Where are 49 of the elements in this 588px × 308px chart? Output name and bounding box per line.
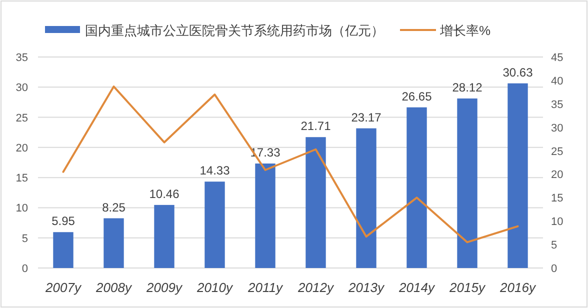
y-tick-label: 0 <box>22 263 28 275</box>
x-tick-label: 2009y <box>146 280 184 295</box>
bar <box>406 107 427 268</box>
bar <box>154 204 174 268</box>
y-tick-label: 20 <box>16 142 28 154</box>
bar <box>204 182 225 268</box>
data-label: 26.65 <box>402 89 432 104</box>
y2-tick-label: 25 <box>551 146 564 158</box>
bar <box>508 83 528 268</box>
y2-tick-label: 15 <box>551 192 564 205</box>
y-tick-label: 30 <box>16 82 28 94</box>
y2-tick-label: 5 <box>551 240 558 252</box>
data-label: 28.12 <box>452 80 483 94</box>
bar <box>53 232 74 268</box>
x-tick-label: 2012y <box>297 280 335 295</box>
bar <box>356 128 376 268</box>
y2-tick-label: 20 <box>551 169 564 182</box>
legend-label: 增长率% <box>439 23 491 38</box>
data-label: 21.71 <box>300 119 332 134</box>
y2-tick-label: 0 <box>551 263 558 275</box>
bar <box>104 218 124 268</box>
y-tick-label: 25 <box>16 112 28 124</box>
data-label: 23.17 <box>351 110 382 124</box>
bar <box>457 98 478 268</box>
legend-label: 国内重点城市公立医院骨关节系统用药市场（亿元） <box>85 23 384 38</box>
x-tick-label: 2013y <box>348 280 386 295</box>
x-tick-label: 2010y <box>196 280 234 295</box>
y2-tick-label: 35 <box>551 98 564 111</box>
data-label: 10.46 <box>149 186 180 201</box>
x-tick-label: 2014y <box>398 280 436 295</box>
x-tick-label: 2007y <box>44 280 82 295</box>
bar <box>306 137 326 268</box>
y-tick-label: 15 <box>16 172 28 185</box>
y2-tick-label: 10 <box>551 216 564 228</box>
y2-tick-label: 30 <box>551 122 564 134</box>
data-label: 30.63 <box>502 65 534 80</box>
y-tick-label: 5 <box>22 232 28 245</box>
y-tick-label: 10 <box>16 202 28 215</box>
y2-tick-label: 45 <box>551 52 564 64</box>
y-tick-label: 35 <box>16 52 28 64</box>
bar <box>255 164 276 268</box>
x-tick-label: 2016y <box>499 280 537 295</box>
data-label: 8.25 <box>102 200 126 214</box>
x-tick-label: 2008y <box>95 280 133 295</box>
data-label: 5.95 <box>52 214 76 228</box>
x-tick-label: 2011y <box>247 280 284 295</box>
x-tick-label: 2015y <box>448 280 486 295</box>
y2-tick-label: 40 <box>551 75 564 88</box>
data-label: 14.33 <box>200 164 230 178</box>
